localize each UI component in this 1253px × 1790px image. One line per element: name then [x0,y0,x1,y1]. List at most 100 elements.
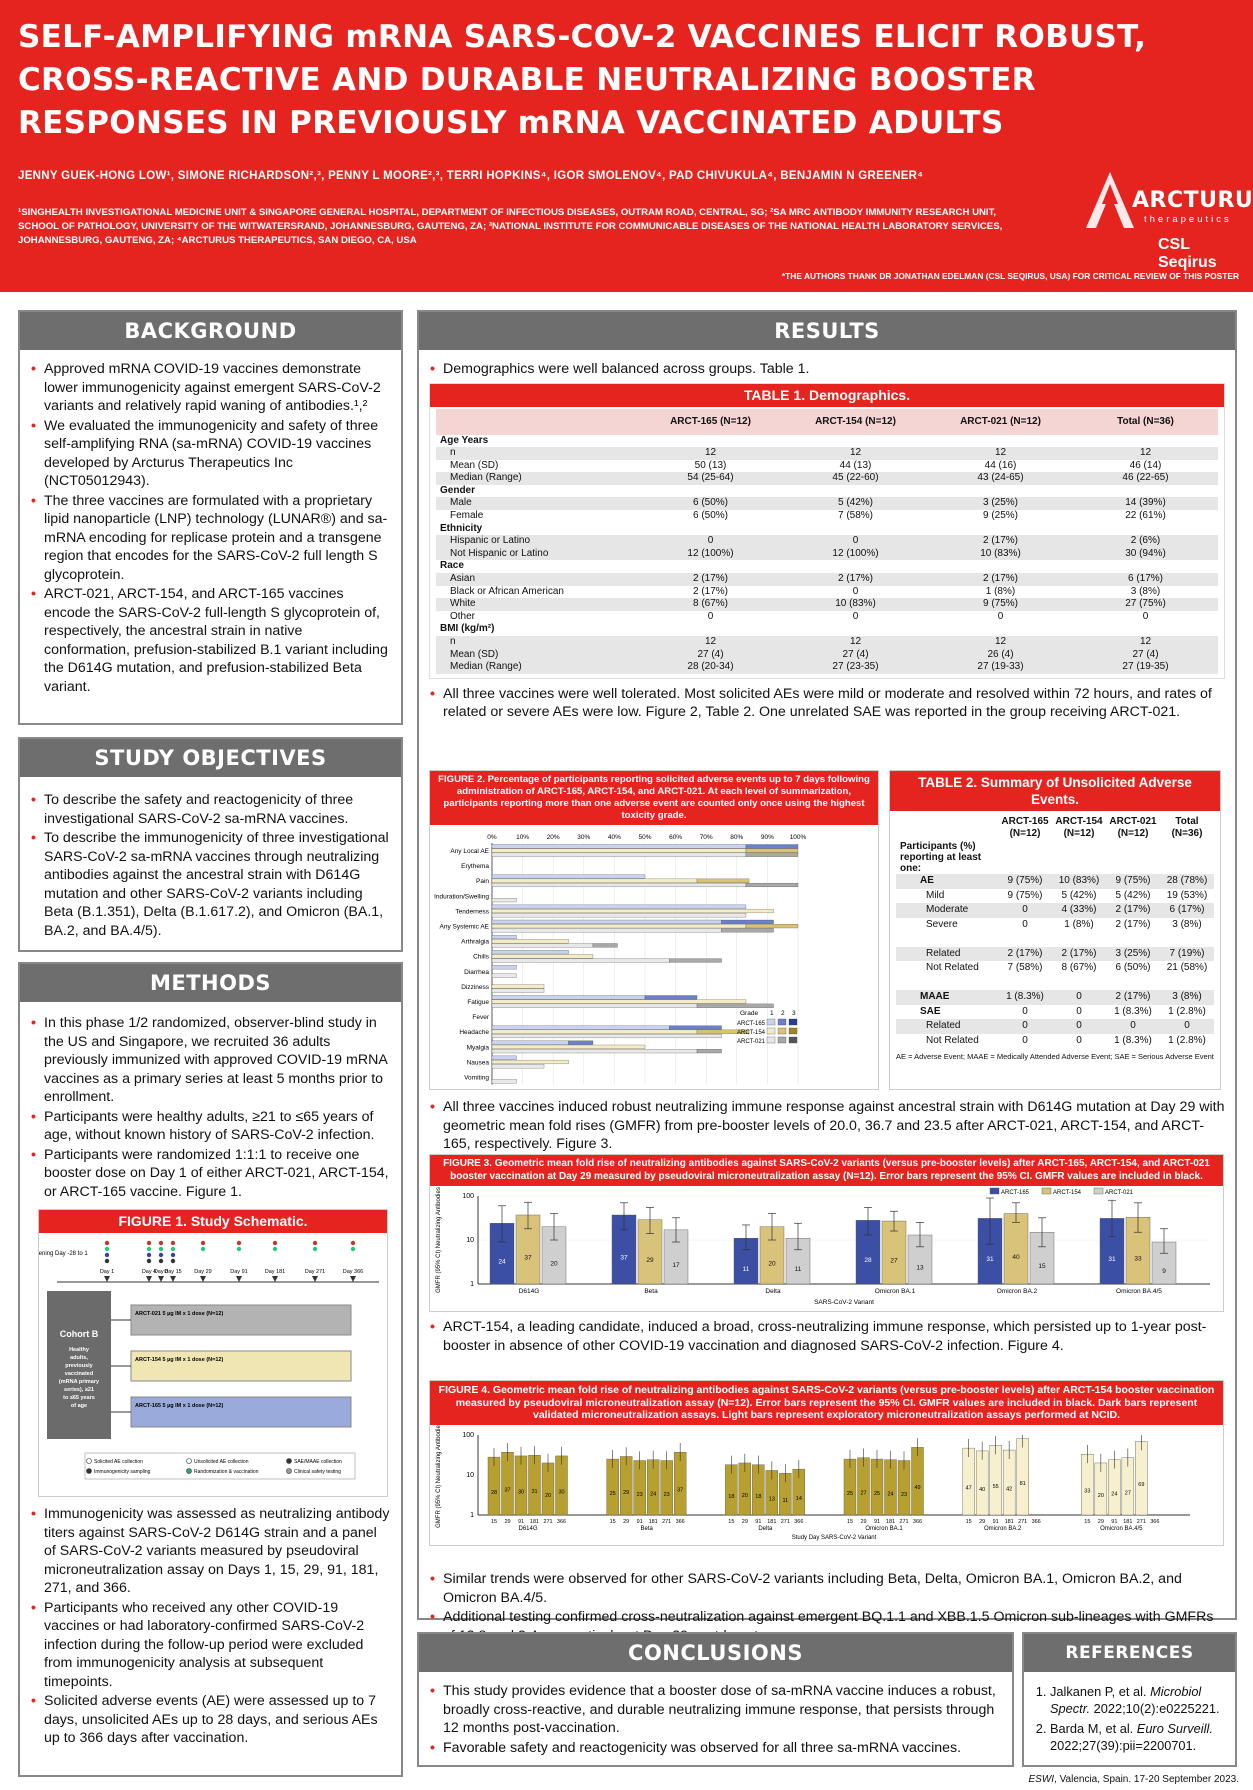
table-cell [998,841,1052,874]
event-dot-icon [146,1252,152,1258]
event-dot-icon [146,1258,152,1264]
figure-3: FIGURE 3. Geometric mean fold rise of ne… [429,1154,1224,1312]
background-heading: BACKGROUND [20,312,401,350]
table-cell: 6 (50%) [1115,962,1151,973]
table-cell [1073,560,1218,573]
cohort-title: Cohort B [60,1329,99,1339]
table-row: Age Years [436,435,1218,448]
value-label: 24 [498,1259,506,1266]
row-label [896,932,998,947]
value-label: 24 [1111,1491,1117,1497]
table-row [896,932,1214,947]
cohort-description: Healthy adults, previously vaccinated (mRNA … [59,1347,100,1409]
day-tick: 29 [1098,1519,1104,1525]
event-dot-icon [312,1246,318,1252]
table-cell [783,435,928,448]
legend-swatch [788,1018,798,1026]
table-cell: 2 (17%) [1115,918,1151,930]
row-label: Race [440,560,464,572]
y-axis-label: GMFR (95% CI) Neutralizing Antibodies [436,1425,442,1528]
background-list: Approved mRNA COVID-19 vaccines demonstr… [30,360,391,696]
table-row: White 8 (67%) 10 (83%) 9 (75%) 27 (75%) [436,598,1218,611]
value-label: 29 [623,1489,629,1495]
row-label: Hispanic or Latino [436,535,638,548]
day-tick: 15 [728,1519,734,1525]
gmfr-bar [1135,1440,1148,1515]
row-label: Severe [926,918,958,930]
table-cell: 1 (8.3%) [1114,1005,1152,1017]
value-label: 33 [1084,1488,1090,1494]
tick-label: 80% [730,834,743,841]
ae-bar [491,939,569,944]
value-label: 13 [916,1264,924,1271]
ae-bar [745,924,799,929]
table-cell [1106,976,1160,991]
legend-dot-icon [86,1468,92,1474]
table-cell: 12 [638,447,783,460]
title-line-2: CROSS-REACTIVE AND DURABLE NEUTRALIZING … [18,62,1036,98]
value-label: 20 [550,1260,558,1267]
value-label: 27 [1125,1490,1131,1496]
day-marker-icon [104,1276,110,1282]
category-label: Omicron BA.1 [865,1526,903,1532]
table-cell: 3 (8%) [1160,990,1214,1005]
event-dot-icon [158,1252,164,1258]
value-label: 11 [795,1266,802,1273]
table-cell: 9 (75%) [928,598,1073,611]
screening-label: Screening Day -28 to 1 [39,1251,88,1257]
ae-bar [491,943,594,948]
arm-box [130,1350,352,1382]
acknowledgement: *THE AUTHORS THANK DR JONATHAN EDELMAN (… [781,271,1239,281]
table-cell [1160,976,1214,991]
day-tick: 271 [899,1519,908,1525]
table-cell: 0 [707,610,714,622]
table-cell [638,623,783,636]
legend-swatch [766,1018,776,1026]
value-label: 37 [504,1487,510,1493]
header-empty [896,815,998,841]
figure-4-title: FIGURE 4. Geometric mean fold rise of ne… [430,1381,1223,1425]
value-label: 20 [768,1260,776,1267]
legend-swatch [1093,1187,1104,1195]
table-cell: 2 (17%) [1106,990,1160,1005]
table-cell: 12 [928,447,1073,460]
category-label: Omicron BA.4/5 [1100,1526,1143,1532]
y-tick-label: 100 [462,1193,474,1200]
category-label: D614G [519,1288,540,1295]
value-label: 20 [1098,1492,1104,1498]
table-cell: 27 (23-35) [783,661,928,674]
arcturus-a-icon [1086,172,1134,228]
table-cell: 2 (6%) [1073,535,1218,548]
event-dot-icon [104,1252,110,1258]
table-row: Female 6 (50%) 7 (58%) 9 (25%) 22 (61%) [436,510,1218,523]
table-cell [1106,841,1160,874]
event-dot-icon [200,1240,206,1246]
table-cell: 27 (19-33) [928,661,1073,674]
value-label: 40 [979,1486,985,1492]
table-row: n 12 12 12 12 [436,636,1218,649]
category-label: Omicron BA.2 [984,1526,1022,1532]
ae-bar [491,988,545,993]
row-label: n [436,447,638,460]
day-tick: 366 [676,1519,685,1525]
category-label: Omicron BA.4/5 [1116,1288,1162,1295]
table-cell [638,560,783,573]
poster-title: SELF-AMPLIFYING mRNA SARS-COV-2 VACCINES… [18,16,1218,145]
day-marker-icon [170,1276,176,1282]
event-dot-icon [170,1252,176,1258]
value-label: 20 [742,1492,748,1498]
table-cell: 5 (42%) [1061,889,1097,901]
ae-bar [696,1049,722,1054]
footer-location-date: , Valencia, Spain. 17-20 September 2023. [1054,1774,1239,1785]
table-cell: 2 (17%) [1106,903,1160,918]
table-cell: 5 (42%) [1115,889,1151,901]
table-row [896,976,1214,991]
table-cell [783,485,928,498]
ae-bar [491,908,774,914]
table-cell: 2 (17%) [783,573,928,586]
ae-bar [491,904,747,909]
background-panel: BACKGROUND Approved mRNA COVID-19 vaccin… [18,310,403,725]
ae-bar [696,878,750,883]
unsolicited-ae-table: ARCT-165 (N=12) ARCT-154 (N=12) ARCT-021 (… [896,815,1214,1048]
value-label: 24 [887,1491,893,1497]
